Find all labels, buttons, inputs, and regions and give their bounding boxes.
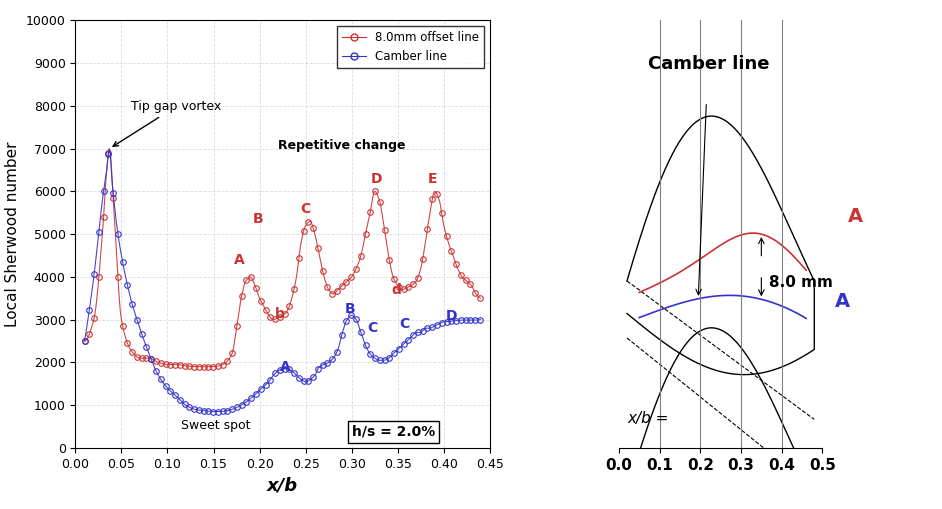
Text: C: C: [367, 322, 378, 335]
Legend: 8.0mm offset line, Camber line: 8.0mm offset line, Camber line: [337, 26, 484, 68]
Text: A: A: [848, 207, 863, 226]
Text: Sweet spot: Sweet spot: [181, 419, 251, 432]
Text: d: d: [391, 283, 401, 297]
Text: Camber line: Camber line: [648, 55, 770, 73]
Text: A: A: [234, 253, 245, 267]
Text: C: C: [300, 202, 311, 216]
Text: Tip gap vortex: Tip gap vortex: [113, 100, 220, 146]
Text: A: A: [280, 360, 291, 374]
Text: B: B: [345, 302, 355, 316]
Text: A: A: [836, 293, 851, 312]
Text: E: E: [428, 172, 437, 186]
X-axis label: x/b: x/b: [267, 476, 299, 494]
Text: 8.0 mm: 8.0 mm: [770, 275, 834, 290]
Text: B: B: [252, 212, 263, 227]
Text: C: C: [399, 317, 410, 331]
Text: h/s = 2.0%: h/s = 2.0%: [351, 425, 435, 439]
Text: b: b: [275, 306, 284, 321]
Y-axis label: Local Sherwood number: Local Sherwood number: [6, 142, 20, 327]
Text: Repetitive change: Repetitive change: [278, 138, 405, 152]
Text: D: D: [446, 308, 457, 323]
Text: x/b =: x/b =: [627, 411, 669, 427]
Text: D: D: [371, 172, 382, 186]
